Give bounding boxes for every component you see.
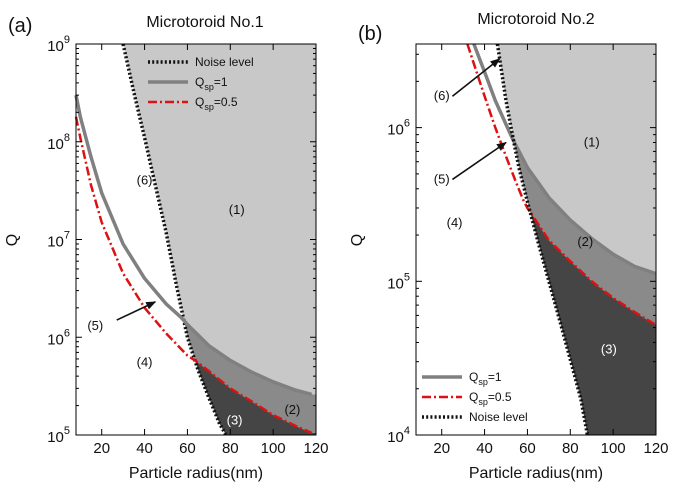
region-labels-b: (1) (2) (3) (4) (5) (6) — [434, 88, 617, 356]
x-tick-label: 80 — [562, 440, 579, 457]
region-labels-a: (1) (2) (3) (4) (5) (6) — [87, 173, 300, 428]
x-tick-label: 40 — [476, 440, 493, 457]
series-group-b — [466, 43, 657, 436]
x-tick-label: 120 — [643, 440, 668, 457]
y-ticks-a: 105 106 107 108 109 — [47, 34, 316, 446]
chart-title-b: Microtoroid No.2 — [477, 11, 594, 28]
panel-label-a: (a) — [8, 15, 32, 37]
region-label: (4) — [137, 355, 153, 370]
y-tick-label: 106 — [47, 327, 70, 348]
x-axis-label-a: Particle radius(nm) — [129, 465, 263, 482]
chart-panel-a: (a) Microtoroid No.1 105 106 107 108 109 20 4… — [4, 14, 329, 482]
region-fill-3 — [195, 361, 316, 435]
region-label: (6) — [137, 173, 153, 188]
region-label: (5) — [434, 171, 450, 186]
x-tick-label: 20 — [93, 440, 110, 457]
legend-label: Qsp=1 — [195, 75, 228, 92]
y-tick-label: 104 — [387, 425, 410, 446]
panel-label-b: (b) — [358, 23, 382, 45]
y-tick-label: 106 — [387, 118, 410, 139]
x-axis-label-b: Particle radius(nm) — [469, 465, 603, 482]
region-fill-2 — [184, 320, 316, 433]
region-label: (3) — [601, 342, 617, 357]
y-tick-label: 109 — [47, 34, 70, 55]
series-line-qsp-0-5 — [74, 116, 313, 435]
region-label: (2) — [284, 402, 300, 417]
y-tick-label: 105 — [387, 271, 410, 292]
legend-b: Qsp=1 Qsp=0.5 Noise level — [422, 370, 528, 424]
region-label: (1) — [584, 135, 600, 150]
series-line-qsp-1 — [472, 43, 657, 276]
y-tick-label: 105 — [47, 425, 70, 446]
region-label: (3) — [227, 413, 243, 428]
x-tick-label: 120 — [303, 440, 328, 457]
series-group-a — [74, 43, 313, 436]
x-tick-label: 100 — [261, 440, 286, 457]
series-line-qsp-0-5 — [466, 43, 657, 327]
annotation-arrow — [451, 58, 501, 97]
x-tick-label: 20 — [433, 440, 450, 457]
region-label: (6) — [434, 88, 450, 103]
x-tick-label: 60 — [179, 440, 196, 457]
region-label: (2) — [577, 234, 593, 249]
x-tick-label: 100 — [601, 440, 626, 457]
region-label: (4) — [447, 215, 463, 230]
series-line-qsp-1 — [74, 94, 313, 397]
series-line-noise-level — [495, 43, 590, 436]
annotation-arrow — [116, 301, 157, 321]
region-label: (5) — [87, 318, 103, 333]
annotation-arrow — [451, 141, 507, 181]
x-ticks-b: 20 40 60 80 100 120 — [433, 44, 669, 457]
legend-label: Qsp=1 — [469, 370, 502, 387]
x-tick-label: 40 — [136, 440, 153, 457]
y-axis-label-a: Q — [4, 234, 21, 246]
y-axis-label-b: Q — [349, 234, 366, 246]
region-fills-a — [123, 44, 316, 435]
y-ticks-b: 104 105 106 — [387, 53, 656, 446]
legend-label: Qsp=0.5 — [195, 95, 238, 112]
region-fill-1 — [497, 44, 656, 274]
legend-label: Noise level — [195, 55, 254, 69]
arrows-a — [116, 301, 157, 321]
y-tick-label: 108 — [47, 132, 70, 153]
arrows-b — [451, 58, 507, 181]
x-ticks-a: 20 40 60 80 100 120 — [93, 44, 329, 457]
series-line-noise-level — [121, 43, 228, 436]
y-tick-label: 107 — [47, 230, 70, 251]
region-fill-1 — [123, 44, 316, 395]
region-fill-3 — [530, 212, 656, 435]
legend-label: Noise level — [469, 410, 528, 424]
plot-frame-b — [415, 43, 657, 436]
chart-title-a: Microtoroid No.1 — [146, 14, 263, 31]
x-tick-label: 80 — [222, 440, 239, 457]
legend-a: Noise level Qsp=1 Qsp=0.5 — [148, 55, 254, 112]
x-tick-label: 60 — [519, 440, 536, 457]
region-label: (1) — [229, 202, 245, 217]
legend-label: Qsp=0.5 — [469, 390, 512, 407]
